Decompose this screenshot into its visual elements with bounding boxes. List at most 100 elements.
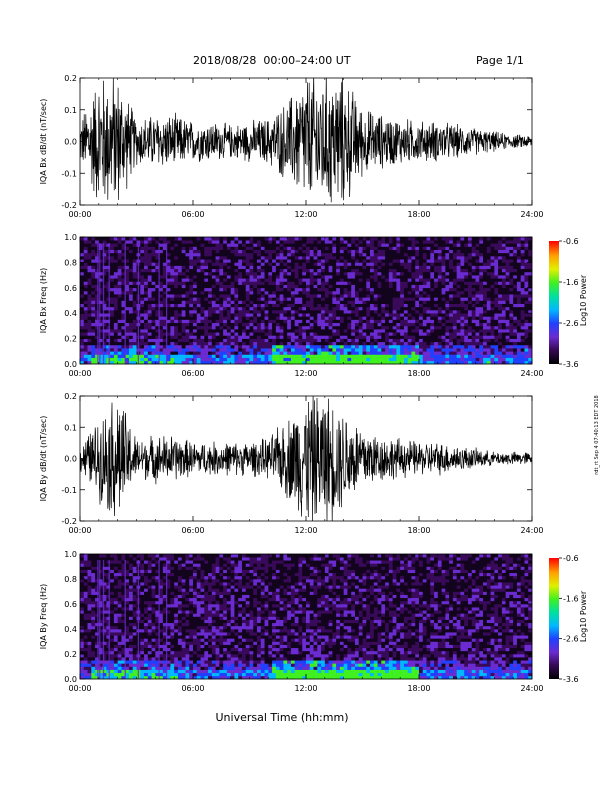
heatmap-cell	[113, 259, 118, 263]
heatmap-cell	[509, 284, 514, 289]
heatmap-cell	[302, 271, 307, 276]
heatmap-cell	[445, 259, 450, 263]
heatmap-cell	[125, 275, 130, 279]
heatmap-cell	[219, 341, 224, 346]
heatmap-cell	[452, 249, 457, 254]
heatmap-cell	[200, 281, 205, 285]
heatmap-cell	[324, 249, 329, 254]
heatmap-cell	[321, 351, 326, 355]
heatmap-cell	[456, 252, 461, 257]
heatmap-cell	[373, 313, 378, 317]
heatmap-cell	[298, 259, 303, 263]
heatmap-cell	[204, 338, 209, 343]
heatmap-cell	[162, 313, 167, 317]
heatmap-cell	[302, 262, 307, 266]
heatmap-cell	[226, 256, 231, 260]
heatmap-cell	[204, 259, 209, 263]
heatmap-cell	[200, 275, 205, 279]
heatmap-cell	[208, 303, 213, 308]
heatmap-cell	[483, 300, 488, 304]
heatmap-cell	[434, 284, 439, 289]
heatmap-cell	[513, 325, 518, 330]
heatmap-cell	[223, 259, 228, 263]
heatmap-cell	[422, 341, 427, 346]
heatmap-cell	[268, 351, 273, 355]
heatmap-cell	[215, 297, 220, 301]
heatmap-cell	[200, 256, 205, 260]
heatmap-cell	[230, 278, 235, 282]
heatmap-cell	[516, 335, 521, 339]
heatmap-cell	[362, 284, 367, 289]
heatmap-cell	[486, 268, 491, 273]
heatmap-cell	[309, 240, 314, 244]
heatmap-cell	[275, 278, 280, 282]
heatmap-cell	[377, 348, 382, 352]
heatmap-cell	[283, 316, 288, 320]
heatmap-cell	[516, 325, 521, 330]
heatmap-cell	[287, 281, 292, 285]
heatmap-cell	[426, 246, 431, 250]
heatmap-cell	[230, 249, 235, 254]
heatmap-cell	[260, 348, 265, 352]
heatmap-cell	[91, 240, 96, 244]
heatmap-cell	[219, 271, 224, 276]
heatmap-cell	[475, 344, 480, 349]
heatmap-cell	[336, 313, 341, 317]
heatmap-cell	[234, 297, 239, 301]
heatmap-cell	[204, 332, 209, 336]
heatmap-cell	[219, 290, 224, 295]
heatmap-cell	[230, 294, 235, 298]
heatmap-cell	[257, 322, 262, 327]
heatmap-cell	[253, 341, 258, 346]
heatmap-cell	[483, 351, 488, 355]
heatmap-cell	[290, 268, 295, 273]
heatmap-cell	[204, 275, 209, 279]
heatmap-cell	[358, 281, 363, 285]
heatmap-cell	[358, 325, 363, 330]
heatmap-cell	[283, 284, 288, 289]
heatmap-cell	[516, 294, 521, 298]
heatmap-cell	[509, 360, 514, 365]
heatmap-cell	[498, 316, 503, 320]
heatmap-cell	[110, 351, 115, 355]
heatmap-cell	[87, 313, 92, 317]
heatmap-cell	[306, 357, 311, 362]
heatmap-cell	[302, 268, 307, 273]
heatmap-cell	[505, 322, 510, 327]
heatmap-cell	[479, 360, 484, 365]
heatmap-cell	[219, 338, 224, 343]
heatmap-cell	[215, 357, 220, 362]
heatmap-cell	[407, 360, 412, 365]
heatmap-cell	[505, 297, 510, 301]
heatmap-cell	[144, 256, 149, 260]
heatmap-cell	[385, 252, 390, 257]
heatmap-cell	[328, 294, 333, 298]
heatmap-cell	[460, 278, 465, 282]
heatmap-cell	[324, 262, 329, 266]
heatmap-cell	[125, 354, 130, 358]
heatmap-cell	[430, 351, 435, 355]
heatmap-cell	[241, 354, 247, 358]
heatmap-cell	[494, 271, 499, 276]
heatmap-cell	[166, 310, 171, 314]
heatmap-cell	[125, 344, 130, 349]
heatmap-cell	[249, 319, 254, 324]
heatmap-cell	[121, 354, 126, 358]
heatmap-cell	[166, 268, 171, 273]
heatmap-cell	[170, 360, 175, 365]
heatmap-cell	[388, 357, 393, 362]
heatmap-cell	[177, 240, 182, 244]
heatmap-cell	[392, 332, 397, 336]
heatmap-cell	[385, 268, 390, 273]
x-tick-label: 24:00	[520, 210, 543, 219]
heatmap-cell	[226, 306, 231, 311]
heatmap-cell	[415, 316, 420, 320]
heatmap-cell	[332, 338, 337, 343]
heatmap-cell	[441, 243, 446, 247]
heatmap-cell	[422, 360, 427, 365]
heatmap-cell	[117, 290, 122, 295]
heatmap-cell	[392, 329, 397, 333]
heatmap-cell	[430, 300, 435, 304]
heatmap-cell	[524, 259, 529, 263]
heatmap-cell	[264, 268, 269, 273]
